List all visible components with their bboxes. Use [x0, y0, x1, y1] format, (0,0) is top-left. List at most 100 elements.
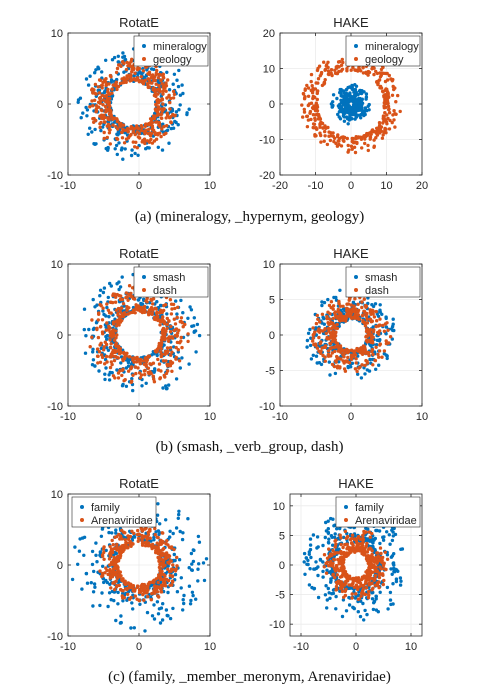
scatter-point	[107, 315, 111, 319]
scatter-point	[150, 591, 154, 596]
scatter-point	[363, 363, 367, 368]
scatter-points	[305, 287, 396, 380]
scatter-point	[330, 351, 334, 355]
scatter-point	[359, 137, 364, 141]
scatter-point	[326, 530, 330, 535]
scatter-point	[170, 574, 175, 579]
scatter-point	[324, 571, 329, 575]
scatter-point	[391, 322, 395, 326]
scatter-point	[331, 304, 336, 308]
scatter-point	[314, 126, 318, 130]
scatter-point	[146, 123, 150, 127]
scatter-point	[377, 585, 381, 590]
scatter-point	[166, 614, 170, 618]
scatter-point	[342, 351, 346, 356]
scatter-point	[329, 305, 333, 310]
figure-caption: (a) (mineralogy, _hypernym, geology)	[135, 209, 364, 225]
scatter-point	[108, 92, 112, 97]
scatter-point	[390, 79, 394, 83]
scatter-point	[135, 76, 140, 80]
scatter-point	[367, 108, 371, 112]
scatter-point	[324, 520, 328, 525]
chart-title: RotatE	[119, 476, 159, 491]
scatter-point	[339, 87, 343, 92]
scatter-point	[176, 84, 181, 89]
scatter-point	[350, 596, 354, 600]
legend-marker	[142, 44, 146, 48]
scatter-point	[163, 375, 167, 379]
scatter-point	[374, 597, 378, 601]
scatter-point	[347, 603, 352, 607]
scatter-point	[154, 71, 158, 76]
scatter-point	[372, 144, 376, 148]
scatter-point	[153, 89, 157, 93]
scatter-point	[123, 531, 127, 535]
scatter-point	[152, 77, 156, 82]
scatter-point	[352, 548, 357, 553]
scatter-point	[351, 65, 355, 70]
scatter-point	[329, 102, 334, 106]
scatter-point	[179, 298, 183, 303]
scatter-point	[142, 129, 146, 134]
scatter-point	[110, 362, 114, 367]
legend-marker	[354, 57, 358, 61]
scatter-point	[306, 331, 311, 335]
scatter-point	[88, 74, 92, 78]
x-tick-label: -20	[272, 180, 288, 192]
scatter-point	[159, 577, 163, 581]
x-tick-label: 0	[136, 641, 142, 653]
scatter-point	[92, 582, 97, 586]
scatter-point	[95, 326, 99, 330]
scatter-point	[185, 112, 189, 117]
scatter-point	[329, 578, 333, 583]
scatter-point	[371, 586, 375, 590]
scatter-point	[393, 125, 397, 129]
scatter-point	[80, 536, 85, 540]
scatter-point	[371, 363, 375, 367]
scatter-point	[114, 70, 119, 75]
scatter-point	[162, 124, 166, 129]
scatter-point	[168, 107, 172, 111]
scatter-point	[159, 78, 163, 83]
y-tick-label: -10	[47, 170, 63, 182]
scatter-point	[385, 356, 389, 361]
scatter-point	[102, 130, 106, 135]
scatter-point	[134, 140, 138, 144]
scatter-point	[342, 535, 346, 540]
y-tick-label: 0	[57, 560, 63, 572]
scatter-point	[96, 361, 100, 365]
scatter-point	[177, 359, 182, 363]
scatter-point	[115, 119, 120, 123]
scatter-point	[344, 103, 349, 107]
scatter-point	[103, 104, 108, 109]
scatter-point	[194, 350, 198, 354]
scatter-point	[156, 133, 160, 137]
scatter-point	[157, 607, 162, 611]
scatter-point	[333, 349, 337, 354]
scatter-point	[91, 590, 96, 594]
scatter-point	[342, 550, 346, 555]
scatter-point	[108, 338, 112, 342]
scatter-point	[175, 312, 179, 316]
scatter-point	[110, 562, 114, 566]
scatter-point	[165, 113, 170, 118]
scatter-point	[98, 569, 102, 573]
scatter-point	[364, 97, 368, 101]
legend-label: mineralogy	[365, 41, 419, 53]
scatter-point	[102, 136, 106, 141]
scatter-point	[333, 575, 337, 580]
scatter-point	[106, 348, 111, 352]
scatter-point	[164, 116, 168, 120]
scatter-point	[364, 574, 369, 579]
scatter-point	[333, 326, 338, 330]
scatter-point	[140, 126, 144, 130]
scatter-point	[316, 573, 320, 578]
scatter-point	[378, 329, 382, 333]
scatter-point	[126, 129, 130, 134]
scatter-point	[338, 108, 343, 112]
scatter-point	[107, 557, 112, 561]
scatter-point	[385, 530, 389, 534]
scatter-point	[174, 110, 179, 114]
scatter-point	[393, 112, 397, 116]
scatter-point	[103, 377, 107, 382]
